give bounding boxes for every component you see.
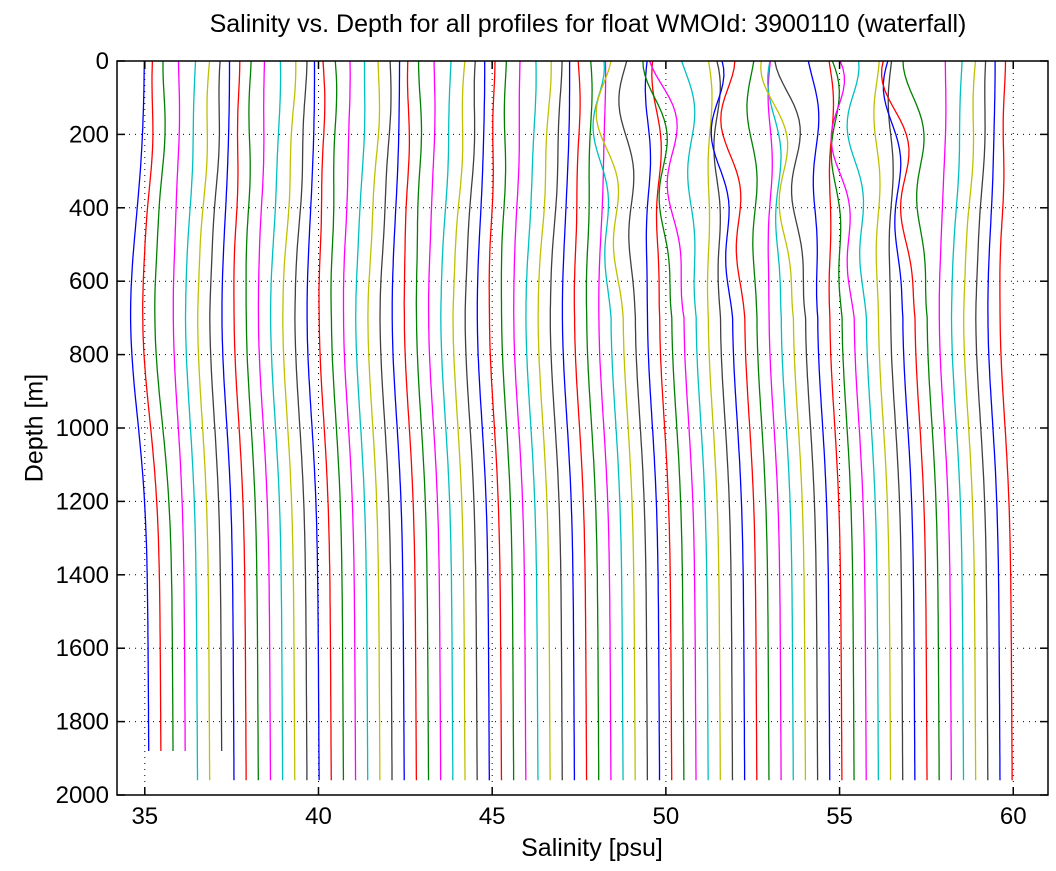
profile-line [561, 61, 576, 781]
profile-line [680, 60, 709, 781]
profile-line [154, 61, 174, 751]
profile-line [355, 61, 369, 781]
profile-line [830, 60, 867, 781]
x-axis-label: Salinity [psu] [521, 834, 663, 862]
x-tick-label: 55 [826, 803, 853, 830]
profile-line [488, 60, 503, 781]
profile-line [342, 60, 357, 781]
x-tick-label: 35 [131, 803, 158, 830]
y-tick-label: 1000 [56, 415, 109, 442]
profile-line [767, 60, 782, 781]
profile-line [269, 60, 284, 781]
profile-line [129, 60, 150, 751]
profile-line [294, 60, 308, 781]
profile-line [184, 60, 199, 781]
profile-line [476, 61, 490, 781]
profile-line [807, 60, 831, 781]
profile-line [975, 60, 989, 781]
profile-line [828, 60, 843, 781]
profile-line [306, 61, 320, 781]
chart-title: Salinity vs. Depth for all profiles for … [209, 10, 967, 38]
profile-line [873, 60, 892, 781]
profile-line [746, 60, 770, 781]
profile-line [427, 60, 442, 781]
profile-line [221, 61, 235, 781]
y-tick-label: 1200 [56, 488, 109, 515]
x-tick-label: 45 [479, 803, 506, 830]
profile-line [330, 60, 345, 781]
y-tick-label: 1400 [56, 562, 109, 589]
y-tick-label: 600 [69, 268, 109, 295]
profile-line [999, 60, 1013, 781]
profile-line [452, 60, 466, 781]
profile-line [846, 60, 880, 781]
x-tick-label: 50 [653, 803, 680, 830]
profile-line [282, 61, 297, 781]
profile-line [710, 60, 746, 781]
profile-line [882, 60, 916, 781]
profile-line [595, 60, 636, 781]
profile-line [713, 60, 734, 781]
profile-line [367, 60, 381, 781]
profile-line [963, 60, 977, 781]
profile-line [618, 60, 649, 781]
profile-line [642, 60, 685, 781]
profile-line [549, 60, 563, 781]
profile-line [902, 60, 940, 781]
profile-line [950, 60, 965, 781]
profile-line [440, 60, 454, 781]
y-tick-label: 1800 [56, 709, 109, 736]
profile-line [172, 60, 186, 752]
profile-line [209, 60, 223, 752]
profile-line [257, 60, 272, 781]
profile-line [767, 60, 794, 781]
profile-line [830, 60, 855, 781]
profile-line [142, 60, 162, 752]
profile-line [245, 60, 259, 781]
profile-line [537, 61, 552, 781]
y-tick-label: 1600 [56, 635, 109, 662]
y-axis-label: Depth [m] [20, 373, 49, 483]
profile-line [573, 60, 588, 781]
profile-line [403, 60, 418, 781]
y-tick-label: 800 [69, 342, 109, 369]
profile-line [500, 60, 515, 781]
y-tick-label: 2000 [56, 782, 109, 809]
profile-line [318, 60, 332, 781]
profile-line [880, 60, 928, 781]
profile-line [987, 61, 1001, 781]
profile-line [233, 60, 247, 781]
profile-line [774, 60, 819, 781]
profile-line [706, 60, 721, 781]
profile-line [938, 60, 952, 781]
profile-line [887, 60, 904, 781]
profile-line [760, 60, 807, 781]
profile-line [525, 60, 539, 781]
profile-line [391, 60, 405, 781]
profile-line [651, 60, 673, 781]
profile-line [720, 60, 758, 781]
x-tick-label: 40 [305, 803, 332, 830]
profile-line [585, 60, 600, 781]
profile-line [513, 60, 527, 781]
profile-line [648, 60, 697, 781]
profile-line [197, 60, 211, 781]
profile-line [644, 60, 661, 781]
profile-line [464, 60, 478, 781]
y-tick-label: 0 [96, 48, 109, 75]
y-tick-label: 200 [69, 121, 109, 148]
y-tick-label: 400 [69, 195, 109, 222]
profile-line [598, 60, 612, 781]
x-tick-label: 60 [1000, 803, 1027, 830]
profile-line [379, 60, 393, 781]
profile-line [592, 60, 624, 781]
profile-line [415, 61, 430, 781]
